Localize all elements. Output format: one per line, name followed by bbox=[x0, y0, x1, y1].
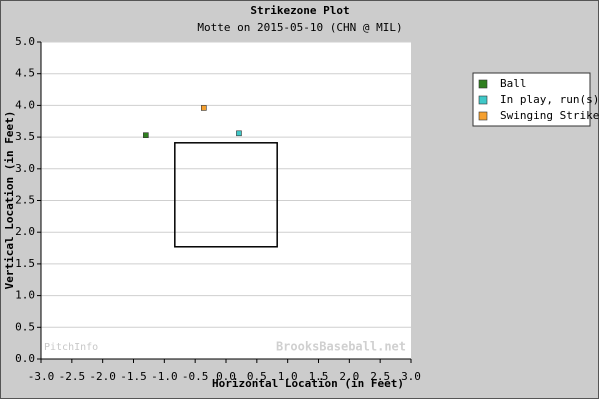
y-tick-label: 2.5 bbox=[15, 194, 35, 207]
chart-subtitle: Motte on 2015-05-10 (CHN @ MIL) bbox=[197, 21, 402, 34]
x-tick-label: 2.5 bbox=[370, 370, 390, 383]
x-tick-label: -2.0 bbox=[89, 370, 116, 383]
watermark: PitchInfo bbox=[44, 342, 98, 353]
x-tick-label: -2.5 bbox=[59, 370, 86, 383]
y-tick-label: 1.5 bbox=[15, 257, 35, 270]
legend-label: Swinging Strike bbox=[500, 109, 599, 122]
x-tick-label: 0.0 bbox=[216, 370, 236, 383]
y-tick-label: 3.5 bbox=[15, 130, 35, 143]
y-tick-label: 1.0 bbox=[15, 289, 35, 302]
y-tick-label: 0.5 bbox=[15, 320, 35, 333]
y-tick-label: 3.0 bbox=[15, 162, 35, 175]
legend bbox=[472, 72, 591, 127]
x-tick-label: -1.5 bbox=[120, 370, 147, 383]
x-tick-label: -0.5 bbox=[182, 370, 209, 383]
x-tick-label: 3.0 bbox=[401, 370, 421, 383]
point bbox=[143, 132, 149, 138]
y-tick-label: 5.0 bbox=[15, 35, 35, 48]
strike-zone bbox=[174, 142, 278, 248]
x-tick-label: 2.0 bbox=[339, 370, 359, 383]
y-tick-label: 2.0 bbox=[15, 225, 35, 238]
point bbox=[236, 130, 242, 137]
chart-title: Strikezone Plot bbox=[250, 4, 349, 17]
legend-swatch bbox=[478, 79, 488, 89]
x-axis-label: Horizontal Location (in Feet) bbox=[212, 377, 404, 390]
x-tick-label: -1.0 bbox=[151, 370, 178, 383]
x-tick-label: -3.0 bbox=[28, 370, 55, 383]
y-tick-label: 0.0 bbox=[15, 352, 35, 365]
legend-label: Ball bbox=[500, 77, 527, 90]
y-tick-label: 4.0 bbox=[15, 98, 35, 111]
legend-swatch bbox=[478, 111, 488, 121]
x-tick-label: 1.5 bbox=[309, 370, 329, 383]
legend-label: In play, run(s) bbox=[500, 93, 599, 106]
point bbox=[201, 105, 207, 111]
x-tick-label: 1.0 bbox=[278, 370, 298, 383]
y-tick-label: 4.5 bbox=[15, 67, 35, 80]
y-axis-label: Vertical Location (in Feet) bbox=[3, 111, 16, 290]
x-tick-label: 0.5 bbox=[247, 370, 267, 383]
legend-swatch bbox=[478, 95, 488, 105]
watermark: BrooksBaseball.net bbox=[276, 340, 406, 354]
